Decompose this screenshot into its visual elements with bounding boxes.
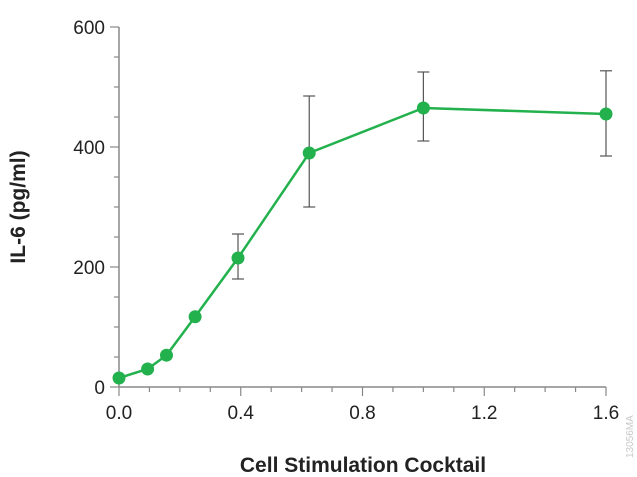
catalog-watermark: 13056MA [625,415,636,458]
x-axis-title: Cell Stimulation Cocktail [240,454,486,477]
x-tick-label: 1.2 [471,403,497,424]
data-point [112,371,126,385]
series-line [118,106,607,380]
y-tick-label: 400 [73,138,105,159]
x-tick-label: 0.4 [228,403,255,424]
x-tick-label: 0.0 [106,403,132,424]
data-points [112,101,613,385]
x-tick-label: 1.6 [593,403,619,424]
y-tick-label: 0 [94,378,105,399]
data-point [159,348,173,362]
y-ticks: 0 200 400 600 [73,18,119,399]
axes: 0 200 400 600 0.0 0.4 0.8 1.2 1.6 [73,18,619,424]
data-point [302,146,316,160]
x-tick-label: 0.8 [349,403,375,424]
y-axis-title: IL-6 (pg/ml) [7,150,30,263]
data-point [188,310,202,324]
y-tick-label: 600 [73,18,105,39]
x-ticks: 0.0 0.4 0.8 1.2 1.6 [106,387,619,424]
data-point [599,107,613,121]
data-point [231,251,245,265]
y-tick-label: 200 [73,258,105,279]
data-point [416,101,430,115]
data-point [141,362,155,376]
